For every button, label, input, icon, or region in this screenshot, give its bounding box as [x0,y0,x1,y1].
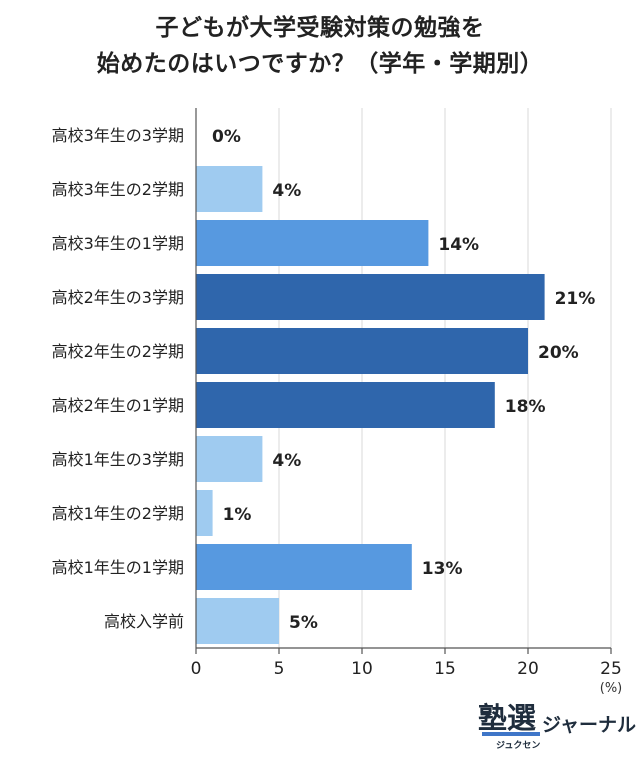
value-label-8: 13% [422,559,463,579]
bar-5 [196,382,495,428]
bar-2 [196,220,429,266]
bar-8 [196,544,412,590]
category-label-2: 高校3年生の1学期 [52,234,184,253]
category-label-6: 高校1年生の3学期 [52,450,184,469]
category-label-0: 高校3年生の3学期 [52,126,184,145]
bar-3 [196,274,545,320]
brand-logo: 塾選 ジュクセン ジャーナル [478,701,636,752]
bar-4 [196,328,528,374]
logo-ruby: ジュクセン [496,741,541,751]
category-label-9: 高校入学前 [104,612,184,631]
x-tick-label-1: 5 [274,659,285,679]
category-label-4: 高校2年生の2学期 [52,342,184,361]
logo-kanji: 塾選 [478,701,537,735]
x-tick-label-5: 25 [600,659,622,679]
category-label-1: 高校3年生の2学期 [52,180,184,199]
x-tick-label-0: 0 [191,659,202,679]
value-label-1: 4% [272,181,301,201]
x-unit-label: (%) [600,681,623,696]
value-label-2: 14% [438,235,479,255]
value-label-7: 1% [223,505,252,525]
bar-1 [196,166,263,212]
chart-title-line-2: 始めたのはいつですか？（学年・学期別） [96,51,544,77]
value-label-0: 0% [212,127,241,147]
x-tick-label-4: 20 [517,659,539,679]
value-label-4: 20% [538,343,579,363]
category-label-8: 高校1年生の1学期 [52,558,184,577]
value-label-9: 5% [289,613,318,633]
logo-kana: ジャーナル [542,714,637,736]
category-label-5: 高校2年生の1学期 [52,396,184,415]
bar-6 [196,436,263,482]
logo-underline [482,732,540,736]
x-tick-label-3: 15 [434,659,456,679]
value-label-3: 21% [555,289,596,309]
bar-9 [196,598,279,644]
chart-title-line-1: 子どもが大学受験対策の勉強を [155,15,485,41]
value-label-5: 18% [505,397,546,417]
chart-title: 子どもが大学受験対策の勉強を 始めたのはいつですか？（学年・学期別） [0,10,640,82]
category-label-3: 高校2年生の3学期 [52,288,184,307]
bar-7 [196,490,213,536]
category-label-7: 高校1年生の2学期 [52,504,184,523]
value-label-6: 4% [272,451,301,471]
x-tick-label-2: 10 [351,659,373,679]
